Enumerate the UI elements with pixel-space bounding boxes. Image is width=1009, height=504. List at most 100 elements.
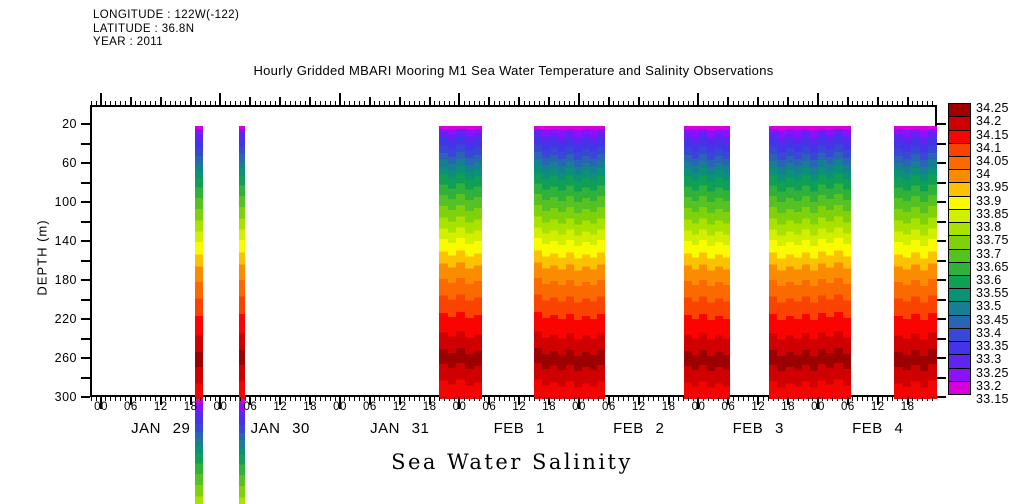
x-axis-tick-top <box>822 101 824 105</box>
x-axis-tick-top <box>732 101 734 105</box>
data-band <box>894 126 937 399</box>
x-axis-tick-top <box>434 101 436 105</box>
x-axis-tick <box>912 397 914 401</box>
y-axis-tick <box>81 376 90 379</box>
x-axis-tick-top <box>752 101 754 105</box>
contour-column <box>826 126 835 399</box>
x-hour-label: 06 <box>721 401 736 413</box>
x-axis-tick <box>155 397 157 401</box>
x-axis-tick-top <box>563 101 565 105</box>
x-axis-tick <box>219 397 222 409</box>
colorbar-cell <box>948 116 971 131</box>
x-axis-tick <box>637 397 640 405</box>
x-axis-tick-top <box>294 101 296 105</box>
x-axis-tick <box>434 397 436 401</box>
x-axis-tick-top <box>483 101 485 105</box>
x-hour-label: 00 <box>691 401 706 413</box>
y-axis-tick-right <box>937 357 946 359</box>
contour-column <box>919 126 929 399</box>
x-axis-tick-top <box>707 101 709 105</box>
contour-column <box>465 126 474 399</box>
x-axis-tick <box>832 397 834 401</box>
contour-column <box>565 126 574 399</box>
x-axis-tick <box>409 397 411 401</box>
x-axis-tick <box>234 397 236 401</box>
x-axis-tick-top <box>528 101 530 105</box>
x-axis-tick <box>931 397 933 401</box>
x-axis-tick <box>882 397 884 401</box>
contour-column <box>589 126 598 399</box>
x-axis-tick-top <box>508 101 510 105</box>
colorbar-tick-label: 33.55 <box>976 286 1009 301</box>
x-axis-tick-top <box>493 101 495 105</box>
x-axis-tick <box>364 397 366 401</box>
data-band <box>769 126 851 399</box>
x-axis-tick <box>229 397 231 401</box>
x-axis-tick-top <box>777 101 779 105</box>
x-axis-tick <box>673 397 675 401</box>
x-axis-tick-top <box>189 97 192 105</box>
x-axis-tick-top <box>150 101 152 105</box>
x-axis-tick-top <box>384 101 386 105</box>
contour-column <box>722 126 731 399</box>
x-axis-tick-top <box>120 101 122 105</box>
x-axis-tick-top <box>727 97 730 105</box>
x-axis-tick <box>254 397 256 401</box>
x-axis-tick <box>374 397 376 401</box>
x-axis-tick-top <box>458 93 461 105</box>
y-tick-label: 260 <box>54 351 77 365</box>
x-axis-tick-top <box>368 97 371 105</box>
x-axis-tick <box>129 397 132 405</box>
x-axis-tick-top <box>697 93 700 105</box>
x-axis-tick-top <box>155 101 157 105</box>
x-axis-tick-top <box>577 93 580 105</box>
x-axis-tick-top <box>906 97 909 105</box>
x-axis-tick-top <box>797 101 799 105</box>
x-axis-tick <box>876 397 879 405</box>
colorbar-tick-label: 33.7 <box>976 246 1002 261</box>
x-axis-tick-top <box>170 101 172 105</box>
x-date-label: FEB 1 <box>493 420 545 437</box>
x-axis-tick-top <box>603 101 605 105</box>
x-axis-tick-top <box>543 101 545 105</box>
x-axis-tick-top <box>876 97 879 105</box>
contour-column <box>714 126 723 399</box>
y-axis-tick-right <box>937 240 946 242</box>
x-axis-tick <box>444 397 446 401</box>
x-axis-tick <box>299 397 301 401</box>
x-axis-tick <box>737 397 739 401</box>
contour-column <box>473 126 483 399</box>
y-axis-title: DEPTH (m) <box>34 219 50 296</box>
x-hour-label: 12 <box>153 401 168 413</box>
x-axis-tick-top <box>259 101 261 105</box>
x-axis-tick-top <box>837 101 839 105</box>
x-axis-tick <box>289 397 291 401</box>
x-axis-tick-top <box>742 101 744 105</box>
y-tick-label: 140 <box>54 234 77 248</box>
x-axis-tick-top <box>807 101 809 105</box>
x-axis-tick <box>239 397 241 401</box>
y-axis-tick <box>81 142 90 145</box>
x-axis-tick-top <box>488 97 491 105</box>
contour-column <box>894 126 903 399</box>
x-axis-tick <box>862 397 864 401</box>
x-axis-tick-top <box>772 101 774 105</box>
x-axis-tick <box>693 397 694 401</box>
x-axis-tick-top <box>389 101 391 105</box>
x-axis-tick-top <box>129 97 132 105</box>
x-axis-tick-top <box>284 101 286 105</box>
colorbar-tick-label: 34.05 <box>976 153 1009 168</box>
y-axis-tick <box>81 201 90 203</box>
x-axis-tick <box>688 397 690 401</box>
x-hour-label: 12 <box>631 401 646 413</box>
contour-column <box>902 126 912 399</box>
x-axis-tick <box>478 397 480 401</box>
x-axis-tick <box>568 397 570 401</box>
x-axis-tick-top <box>439 101 441 105</box>
x-axis-tick-top <box>538 101 540 105</box>
x-axis-tick-top <box>658 101 660 105</box>
x-axis-tick-top <box>867 101 869 105</box>
contour-column <box>597 126 606 399</box>
x-axis-tick-top <box>338 93 341 105</box>
latitude-label: LATITUDE : 36.8N <box>93 22 195 35</box>
